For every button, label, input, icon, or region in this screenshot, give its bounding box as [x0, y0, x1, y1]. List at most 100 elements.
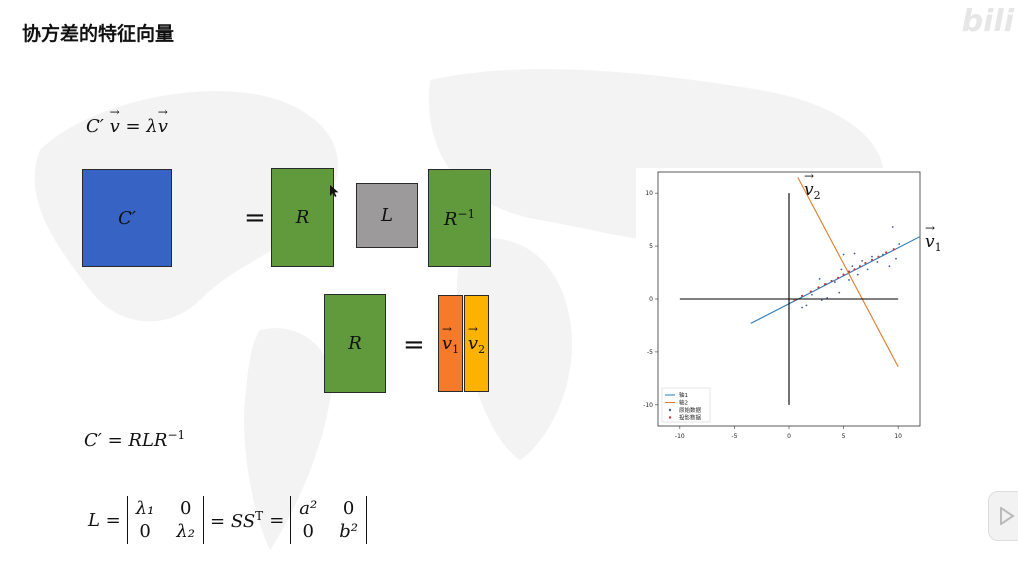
projected-data-point: [830, 279, 833, 283]
r-box-eigenvectors: R: [324, 294, 386, 393]
v2-subscript: 2: [478, 343, 486, 356]
original-data-point: [871, 255, 873, 258]
cprime-box: C′: [82, 169, 172, 267]
lambda2: λ₂: [176, 521, 196, 542]
v2-annotation-subscript: 2: [813, 189, 821, 202]
original-data-point: [856, 273, 859, 276]
pca-scatter-plot: -10 -5 0 5 10 -10 -5 0 5 10 轴1 轴2 原始数据 投影数据: [636, 168, 936, 452]
projected-data-point: [793, 298, 796, 302]
original-data-point: [895, 257, 897, 260]
x-tick-label: 0: [787, 433, 791, 440]
r-box: R: [271, 168, 334, 267]
l-matrix-formula: L = λ₁ 0 0 λ₂ = SST = a² 0 0 b²: [88, 496, 367, 544]
original-data-point: [876, 261, 879, 263]
y-tick-label: -10: [643, 402, 653, 409]
original-data-point: [818, 277, 821, 280]
sst-exponent: T: [255, 508, 264, 523]
projected-data-point: [877, 255, 880, 258]
play-button[interactable]: [988, 491, 1018, 541]
projected-data-point: [847, 270, 851, 273]
projected-data-point: [837, 276, 840, 279]
original-data-point: [851, 265, 854, 268]
decomposition-main: C′ = RLR: [84, 430, 168, 451]
y-tick-label: 10: [645, 190, 653, 197]
y-tick-label: 5: [649, 243, 653, 250]
original-data-point: [861, 260, 864, 262]
original-data-point: [848, 279, 850, 281]
x-tick-label: 10: [894, 433, 902, 440]
v1-annotation: v1: [925, 221, 942, 254]
original-data-point: [801, 306, 803, 309]
original-data-point: [833, 281, 836, 283]
v1-symbol: v: [442, 322, 452, 354]
lambda-matrix: λ₁ 0 0 λ₂: [126, 496, 205, 544]
r-inverse-box: R−1: [428, 169, 491, 267]
legend-label: 轴1: [679, 391, 688, 399]
v1-annotation-subscript: 1: [934, 241, 942, 254]
v-vector: v: [158, 105, 168, 137]
v2-annotation-symbol: v: [804, 169, 814, 200]
lambda1: λ₁: [135, 498, 155, 519]
cprime-symbol: C′: [86, 116, 104, 137]
ab-matrix: a² 0 0 b²: [290, 496, 367, 544]
equals-lambda: = λ: [119, 116, 158, 137]
projected-data-point: [842, 273, 845, 276]
l-equals: L =: [88, 509, 121, 531]
sst-base: = SS: [210, 510, 256, 532]
original-data-point: [811, 293, 813, 296]
original-data-point: [842, 253, 845, 256]
zero-entry: 0: [342, 498, 355, 519]
original-data-point: [826, 297, 829, 299]
y-tick-label: -5: [647, 349, 653, 356]
projected-data-point: [858, 265, 862, 268]
x-tick-label: -10: [675, 433, 685, 440]
play-icon: [1000, 507, 1015, 525]
projected-data-point: [864, 261, 867, 265]
original-data-point: [838, 291, 841, 294]
v1-annotation-symbol: v: [925, 221, 935, 252]
projected-data-point: [823, 283, 827, 286]
projected-data-point: [870, 258, 874, 261]
legend-marker: [668, 416, 672, 419]
v2-symbol: v: [468, 322, 478, 354]
b-squared: b²: [339, 521, 358, 542]
original-data-point: [881, 253, 884, 256]
zero-entry: 0: [139, 521, 151, 542]
zero-entry: 0: [302, 521, 314, 542]
equals-sign: =: [244, 203, 266, 233]
projected-data-point: [853, 268, 856, 271]
original-data-point: [853, 252, 856, 255]
y-tick-label: 0: [649, 296, 653, 303]
original-data-point: [840, 268, 843, 271]
series-line: [797, 177, 899, 367]
original-data-point: [891, 226, 894, 228]
original-data-point: [898, 243, 901, 245]
legend-label: 投影数据: [679, 414, 702, 422]
v-vector: v: [110, 105, 120, 137]
legend-label: 轴2: [679, 399, 688, 407]
projected-data-point: [817, 286, 820, 289]
legend-marker: [668, 408, 672, 412]
original-data-point: [805, 304, 808, 307]
r-inverse-label: R−1: [444, 207, 475, 230]
l-box: L: [356, 183, 418, 248]
x-tick-label: -5: [731, 433, 737, 440]
cprime-label: C′: [118, 207, 136, 229]
zero-entry: 0: [179, 498, 192, 519]
mouse-cursor-icon: [330, 185, 339, 197]
original-data-point: [888, 265, 891, 268]
r-inverse-exponent: −1: [457, 206, 476, 221]
legend-label: 原始数据: [679, 406, 702, 414]
series-line: [750, 236, 921, 324]
v1-label: v1: [442, 322, 459, 356]
original-data-point: [820, 299, 823, 301]
decomposition-formula: C′ = RLR−1: [84, 428, 185, 451]
sst-expression: = SST: [210, 509, 263, 532]
a-squared: a²: [299, 498, 318, 519]
decomposition-exponent: −1: [167, 428, 186, 442]
v2-annotation: v2: [804, 169, 821, 202]
l-label: L: [381, 205, 393, 226]
r-label: R: [295, 207, 310, 228]
r-inverse-base: R: [443, 208, 458, 230]
